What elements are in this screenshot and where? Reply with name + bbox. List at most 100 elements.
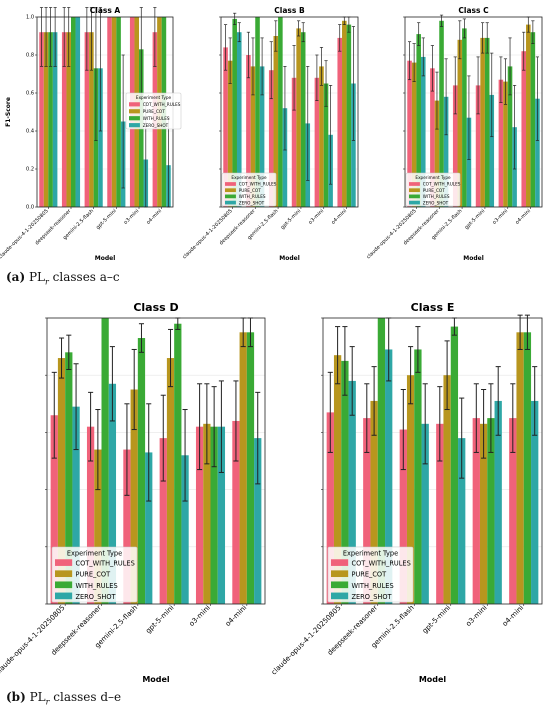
- legend-label: PURE_COT: [423, 188, 445, 193]
- bar: [523, 332, 532, 604]
- bar: [399, 429, 407, 604]
- bar: [450, 326, 459, 604]
- bar: [255, 17, 260, 207]
- bar: [480, 37, 485, 208]
- x-tick-label: o4-mini: [330, 208, 348, 226]
- caption-b-rest: classes d–e: [49, 690, 122, 704]
- bar: [86, 426, 95, 604]
- x-axis-label: Model: [142, 675, 170, 684]
- bar: [370, 400, 378, 604]
- x-tick-label: o4-mini: [224, 604, 248, 628]
- caption-a: (a) PLr classes a–c: [6, 270, 120, 286]
- chart-title: Class B: [274, 6, 305, 15]
- bar: [333, 355, 342, 604]
- x-tick-label: o4-mini: [501, 604, 525, 628]
- bar: [406, 375, 415, 604]
- bar: [246, 332, 255, 604]
- bar: [503, 81, 508, 207]
- legend-swatch: [225, 200, 236, 205]
- bar: [466, 117, 472, 207]
- bar: [498, 79, 504, 207]
- y-axis-label: F1-Score: [5, 97, 12, 127]
- bar: [273, 36, 279, 207]
- bar: [489, 94, 495, 207]
- legend-label: ZERO_SHOT: [75, 593, 116, 601]
- bar: [89, 32, 94, 208]
- legend-label: PURE_COT: [239, 188, 261, 193]
- bar: [239, 332, 247, 604]
- plot-frame: [220, 16, 359, 208]
- legend-label: ZERO_SHOT: [143, 123, 169, 128]
- bar: [181, 455, 189, 604]
- legend: Experiment TypeCOT_WITH_RULESPURE_COTWIT…: [327, 546, 414, 603]
- legend-swatch: [129, 116, 140, 121]
- bar: [108, 383, 117, 604]
- bar: [323, 83, 329, 207]
- bar: [348, 380, 356, 604]
- x-tick-label: claude-opus-4-1-20250805: [0, 604, 67, 677]
- bar: [137, 338, 146, 604]
- bar: [416, 34, 421, 207]
- bar: [530, 32, 536, 208]
- bar: [337, 37, 343, 208]
- caption-b-sub: r: [45, 697, 50, 707]
- legend-title: Experiment Type: [415, 175, 451, 180]
- x-axis-label: Model: [95, 255, 116, 262]
- bar: [71, 17, 76, 207]
- legend-swatch: [331, 592, 349, 600]
- x-tick-label: o3-mini: [123, 208, 141, 226]
- caption-b-label: (b): [6, 690, 26, 704]
- legend-swatch: [129, 102, 140, 107]
- bar: [479, 423, 488, 604]
- bar: [66, 32, 71, 208]
- bar: [507, 66, 513, 208]
- bar: [57, 358, 66, 604]
- bar: [535, 98, 540, 207]
- bar: [75, 17, 81, 207]
- y-tick-label: 0.4: [26, 129, 34, 135]
- legend-swatch: [409, 200, 420, 205]
- legend: Experiment TypeCOT_WITH_RULESPURE_COTWIT…: [221, 172, 277, 207]
- bar: [346, 24, 352, 207]
- bar: [94, 449, 102, 604]
- bar: [526, 24, 531, 207]
- bar: [436, 423, 444, 604]
- legend-label: WITH_RULES: [75, 582, 117, 590]
- bar: [516, 332, 524, 604]
- legend-label: PURE_COT: [75, 571, 111, 579]
- caption-b-text: PL: [29, 690, 46, 704]
- bar: [434, 100, 440, 207]
- bar: [84, 32, 90, 208]
- bar: [377, 318, 386, 604]
- bar: [123, 449, 131, 604]
- bar: [227, 60, 233, 208]
- chart-panel-3: Class Cclaude-opus-4-1-20250805deepseek-…: [366, 6, 543, 262]
- bar: [116, 17, 121, 207]
- bar: [457, 39, 463, 207]
- bar: [107, 17, 112, 207]
- bar: [223, 47, 228, 208]
- legend-label: PURE_COT: [351, 571, 387, 579]
- bar: [236, 32, 242, 208]
- bar: [420, 56, 426, 208]
- bar: [351, 83, 356, 207]
- x-tick-label: gpt-5-mini: [464, 208, 487, 231]
- bar: [65, 352, 73, 604]
- bar: [385, 349, 393, 604]
- bar: [61, 32, 67, 208]
- legend-label: WITH_RULES: [143, 116, 170, 121]
- legend-swatch: [409, 182, 420, 186]
- legend-swatch: [409, 194, 420, 199]
- y-tick-label: 0.8: [26, 53, 34, 59]
- bar: [39, 32, 44, 208]
- y-tick-label: 0.6: [26, 91, 34, 97]
- chart-title: Class C: [458, 6, 489, 15]
- legend-swatch: [331, 581, 349, 589]
- x-tick-label: o4-mini: [145, 208, 163, 226]
- plot-frame: [404, 16, 543, 208]
- bar: [521, 51, 527, 208]
- bar: [319, 66, 324, 208]
- bar: [50, 415, 58, 604]
- bar: [250, 66, 256, 208]
